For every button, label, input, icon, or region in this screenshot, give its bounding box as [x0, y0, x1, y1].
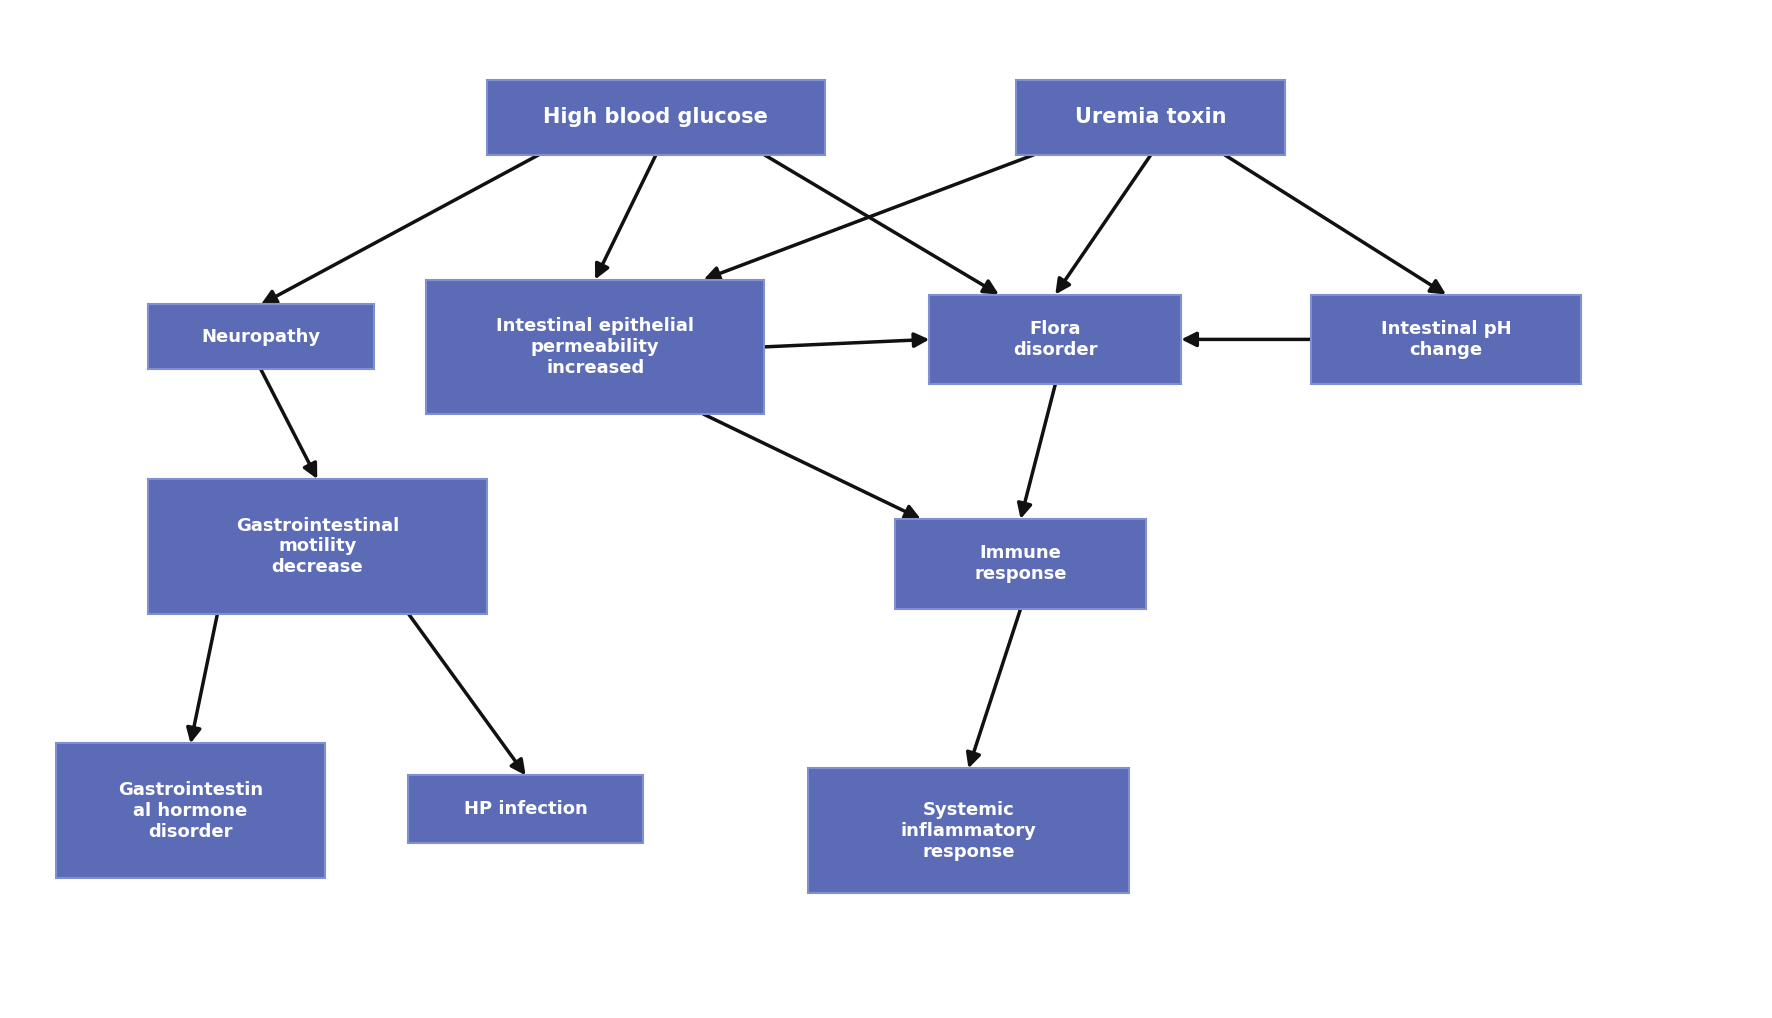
- Text: Neuropathy: Neuropathy: [202, 328, 321, 346]
- Text: Flora
disorder: Flora disorder: [1014, 320, 1097, 358]
- Text: Intestinal epithelial
permeability
increased: Intestinal epithelial permeability incre…: [496, 317, 695, 377]
- FancyBboxPatch shape: [147, 479, 487, 614]
- Text: Uremia toxin: Uremia toxin: [1076, 108, 1226, 127]
- FancyBboxPatch shape: [895, 519, 1146, 609]
- FancyBboxPatch shape: [1015, 80, 1285, 155]
- Text: HP infection: HP infection: [464, 800, 588, 818]
- FancyBboxPatch shape: [57, 743, 324, 879]
- FancyBboxPatch shape: [1311, 294, 1581, 385]
- FancyBboxPatch shape: [929, 294, 1182, 385]
- Text: Systemic
inflammatory
response: Systemic inflammatory response: [900, 801, 1037, 860]
- Text: High blood glucose: High blood glucose: [544, 108, 769, 127]
- FancyBboxPatch shape: [425, 280, 764, 414]
- FancyBboxPatch shape: [408, 776, 643, 843]
- FancyBboxPatch shape: [487, 80, 826, 155]
- Text: Intestinal pH
change: Intestinal pH change: [1380, 320, 1512, 358]
- FancyBboxPatch shape: [808, 769, 1129, 893]
- FancyBboxPatch shape: [147, 304, 374, 370]
- Text: Gastrointestin
al hormone
disorder: Gastrointestin al hormone disorder: [119, 781, 262, 841]
- Text: Immune
response: Immune response: [975, 545, 1067, 583]
- Text: Gastrointestinal
motility
decrease: Gastrointestinal motility decrease: [236, 516, 399, 576]
